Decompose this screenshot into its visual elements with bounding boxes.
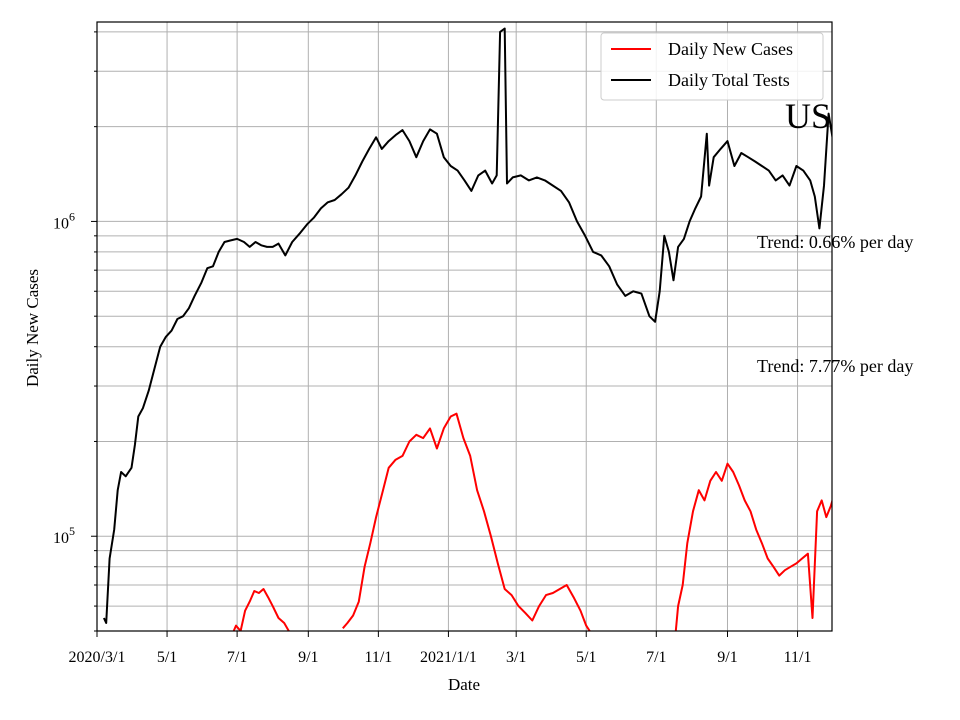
legend-box [600, 32, 824, 101]
legend-label-cases: Daily New Cases [668, 39, 793, 59]
series-line-daily-total-tests-0 [102, 27, 832, 624]
x-tick-label: 5/1 [157, 649, 177, 666]
x-tick-label: 11/1 [784, 649, 812, 666]
x-tick-label: 3/1 [506, 649, 526, 666]
legend-label-tests: Daily Total Tests [668, 70, 790, 90]
axes: 2020/3/1 5/1 7/1 9/1 11/1 2021/1/1 3/1 5/1 7/1 9/… [53, 31, 812, 666]
x-tick-label: 7/1 [646, 649, 666, 666]
x-axis-label: Date [448, 675, 480, 694]
series-line-daily-new-cases-0 [232, 588, 290, 631]
y-tick-label: 106 [53, 209, 75, 232]
x-tick-label: 2021/1/1 [420, 649, 477, 666]
x-tick-label: 5/1 [576, 649, 596, 666]
x-tick-label: 9/1 [298, 649, 318, 666]
grid-lines [96, 22, 832, 632]
series-line-daily-new-cases-1 [342, 412, 591, 631]
x-tick-label: 9/1 [717, 649, 737, 666]
x-tick-label: 2020/3/1 [69, 649, 126, 666]
trend-annotation-cases: Trend: 7.77% per day [757, 356, 913, 376]
country-label: US [785, 96, 831, 136]
x-tick-label: 11/1 [364, 649, 392, 666]
x-tick-label: 7/1 [227, 649, 247, 666]
trend-annotation-tests: Trend: 0.66% per day [757, 232, 913, 252]
plot-frame [96, 21, 833, 632]
series-line-daily-new-cases-2 [674, 462, 832, 631]
y-axis-label: Daily New Cases [23, 269, 42, 387]
legend: Daily New Cases Daily Total Tests [600, 32, 824, 101]
series-layer [102, 27, 832, 631]
y-tick-label: 105 [53, 524, 75, 547]
